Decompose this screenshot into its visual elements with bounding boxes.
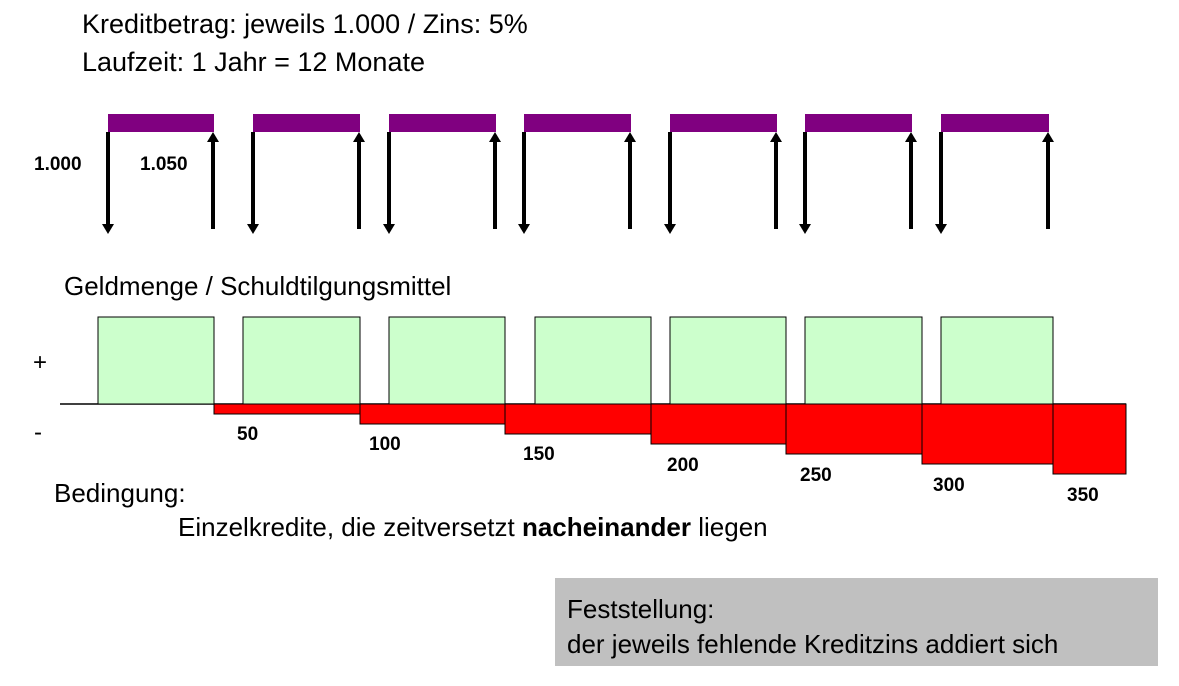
deficit-bar bbox=[650, 403, 787, 445]
finding-box: Feststellung: der jeweils fehlende Kredi… bbox=[555, 578, 1158, 666]
loan-period-bar bbox=[389, 114, 496, 132]
condition-label: Bedingung: bbox=[54, 478, 186, 508]
finding-title: Feststellung: bbox=[567, 594, 715, 624]
deficit-label: 300 bbox=[933, 475, 965, 496]
condition-text-before: Einzelkredite, die zeitversetzt bbox=[178, 512, 522, 542]
money-box bbox=[804, 316, 923, 405]
deficit-bar bbox=[921, 403, 1054, 465]
deficit-label: 200 bbox=[667, 455, 699, 476]
money-box bbox=[940, 316, 1054, 405]
deficit-bar bbox=[359, 403, 506, 425]
deficit-label: 100 bbox=[369, 434, 401, 455]
section-title: Geldmenge / Schuldtilgungsmittel bbox=[64, 271, 452, 301]
loan-period-bar bbox=[524, 114, 631, 132]
loan-period-bar bbox=[108, 114, 214, 132]
header-line-2: Laufzeit: 1 Jahr = 12 Monate bbox=[82, 47, 425, 77]
deficit-label: 250 bbox=[800, 465, 832, 486]
finding-text: der jeweils fehlende Kreditzins addiert … bbox=[567, 629, 1059, 659]
deficit-bar bbox=[1052, 403, 1127, 475]
loan-period-bar bbox=[253, 114, 360, 132]
condition-text-bold: nacheinander bbox=[521, 512, 691, 542]
money-box bbox=[669, 316, 787, 405]
condition-text: Einzelkredite, die zeitversetzt nacheina… bbox=[178, 514, 768, 540]
deficit-bar bbox=[213, 403, 361, 415]
money-box bbox=[388, 316, 506, 405]
deficit-bar bbox=[504, 403, 652, 435]
loan-period-bar bbox=[670, 114, 777, 132]
loan-period-bar bbox=[805, 114, 912, 132]
amount-out-label: 1.000 bbox=[34, 154, 82, 175]
money-box bbox=[97, 316, 215, 405]
plus-sign: + bbox=[33, 349, 48, 376]
header-line-1: Kreditbetrag: jeweils 1.000 / Zins: 5% bbox=[82, 9, 528, 39]
condition-text-after: liegen bbox=[691, 512, 768, 542]
money-box bbox=[242, 316, 361, 405]
money-box bbox=[534, 316, 652, 405]
deficit-label: 150 bbox=[523, 444, 555, 465]
amount-back-label: 1.050 bbox=[140, 154, 188, 175]
deficit-label: 350 bbox=[1067, 485, 1099, 506]
deficit-bar bbox=[785, 403, 923, 455]
loan-period-bar bbox=[941, 114, 1049, 132]
minus-sign: - bbox=[34, 419, 42, 446]
deficit-label: 50 bbox=[237, 424, 259, 445]
